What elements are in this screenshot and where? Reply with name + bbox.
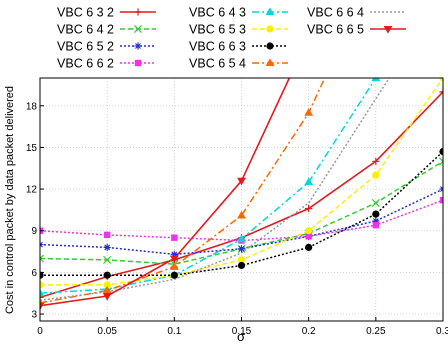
data-point-vbc-6-6-3 xyxy=(439,147,443,156)
legend-label-vbc-6-4-3: VBC 6 4 3 xyxy=(189,6,246,20)
data-point-vbc-6-5-4 xyxy=(102,285,112,294)
x-tick-label: 0.3 xyxy=(436,326,448,337)
x-axis-label: σ xyxy=(237,329,245,344)
data-point-vbc-6-4-2 xyxy=(103,255,112,264)
legend-label-vbc-6-5-2: VBC 6 5 2 xyxy=(57,40,114,54)
data-point-vbc-6-4-2 xyxy=(371,198,380,207)
data-point-vbc-6-5-3 xyxy=(305,227,313,235)
y-tick-label: 9 xyxy=(31,226,37,237)
legend-label-vbc-6-6-4: VBC 6 6 4 xyxy=(307,6,364,20)
data-point-vbc-6-5-4 xyxy=(237,210,246,219)
legend-marker-vbc-6-3-2 xyxy=(134,8,142,16)
data-point-vbc-6-6-3 xyxy=(103,271,111,279)
legend-marker-vbc-6-6-3 xyxy=(266,42,274,50)
data-point-vbc-6-6-3 xyxy=(237,261,246,270)
x-tick-label: 0.25 xyxy=(366,326,386,337)
y-tick-label: 12 xyxy=(26,185,38,196)
legend-marker-vbc-6-4-2 xyxy=(133,24,143,34)
x-tick-label: 0.1 xyxy=(167,326,181,337)
data-point-vbc-6-6-2 xyxy=(171,234,178,241)
x-tick-label: 0.2 xyxy=(302,326,316,337)
legend-marker-vbc-6-6-5 xyxy=(383,26,393,34)
x-axis-ticks: 0 0.05 0.1 0.15 0.2 0.25 0.3 xyxy=(37,317,448,337)
x-tick-label: 0.05 xyxy=(97,326,117,337)
data-point-vbc-6-6-5 xyxy=(40,302,45,311)
data-point-vbc-6-5-3 xyxy=(439,78,443,82)
data-point-vbc-6-5-2 xyxy=(237,245,246,253)
data-point-vbc-6-4-2 xyxy=(40,254,45,263)
data-point-vbc-6-6-3 xyxy=(40,271,44,279)
series-line-vbc-6-4-3 xyxy=(40,78,377,294)
data-point-vbc-6-3-2 xyxy=(439,88,443,96)
data-point-vbc-6-6-5 xyxy=(237,177,246,186)
data-point-vbc-6-6-2 xyxy=(439,196,443,204)
legend-marker-vbc-6-6-2 xyxy=(134,59,142,67)
data-point-vbc-6-6-2 xyxy=(103,231,111,239)
legend-marker-vbc-6-5-4 xyxy=(265,58,275,66)
y-axis-label: Cost in control packet by data packet de… xyxy=(4,86,16,314)
data-point-vbc-6-6-3 xyxy=(170,271,178,279)
series-line-vbc-6-6-4 xyxy=(40,78,391,301)
legend-marker-vbc-6-5-3 xyxy=(266,25,274,33)
legend-label-vbc-6-5-4: VBC 6 5 4 xyxy=(189,57,246,71)
grid xyxy=(39,78,444,321)
data-point-vbc-6-6-2 xyxy=(372,221,380,229)
data-point-vbc-6-4-3 xyxy=(304,177,314,186)
legend-marker-vbc-6-5-2 xyxy=(134,42,142,50)
data-point-vbc-6-5-3 xyxy=(237,256,246,264)
data-point-vbc-6-5-2 xyxy=(372,217,380,225)
data-point-vbc-6-5-2 xyxy=(103,243,111,252)
data-point-vbc-6-4-3 xyxy=(40,288,45,297)
data-point-vbc-6-5-3 xyxy=(103,281,111,289)
legend-label-vbc-6-6-2: VBC 6 6 2 xyxy=(57,57,114,71)
data-point-vbc-6-4-3 xyxy=(371,78,381,81)
y-axis-ticks: 3 6 9 12 15 18 xyxy=(26,101,44,321)
data-point-vbc-6-6-2 xyxy=(305,233,312,240)
legend-label-vbc-6-4-2: VBC 6 4 2 xyxy=(57,23,114,37)
data-point-vbc-6-6-5 xyxy=(169,255,179,264)
legend-label-vbc-6-6-3: VBC 6 6 3 xyxy=(189,40,246,54)
data-point-vbc-6-6-3 xyxy=(305,243,313,252)
data-point-vbc-6-3-2 xyxy=(40,293,44,301)
data-point-vbc-6-5-3 xyxy=(40,281,44,289)
data-point-vbc-6-3-2 xyxy=(372,157,380,165)
data-point-vbc-6-3-2 xyxy=(305,204,313,213)
legend-marker-vbc-6-4-3 xyxy=(265,7,275,15)
data-point-vbc-6-6-5 xyxy=(102,293,112,301)
legend-label-vbc-6-3-2: VBC 6 3 2 xyxy=(57,6,114,20)
data-point-vbc-6-5-4 xyxy=(304,108,314,116)
data-point-vbc-6-4-2 xyxy=(438,157,443,166)
data-point-vbc-6-6-3 xyxy=(372,210,380,218)
legend: VBC 6 3 2 VBC 6 4 2 VBC 6 5 2 VBC 6 6 2 VBC … xyxy=(57,6,406,71)
data-point-vbc-6-5-3 xyxy=(372,171,380,179)
y-tick-label: 6 xyxy=(31,268,37,279)
y-tick-label: 18 xyxy=(26,101,38,112)
x-tick-label: 0 xyxy=(37,326,43,337)
y-tick-label: 15 xyxy=(26,143,38,154)
series-markers xyxy=(40,78,443,311)
data-point-vbc-6-5-4 xyxy=(169,262,179,270)
legend-label-vbc-6-6-5: VBC 6 6 5 xyxy=(307,23,364,37)
data-point-vbc-6-4-3 xyxy=(237,234,246,243)
legend-label-vbc-6-5-3: VBC 6 5 3 xyxy=(189,23,246,37)
y-tick-label: 3 xyxy=(31,310,37,321)
data-point-vbc-6-5-2 xyxy=(170,250,178,258)
x-tick-label: 0.15 xyxy=(232,326,252,337)
